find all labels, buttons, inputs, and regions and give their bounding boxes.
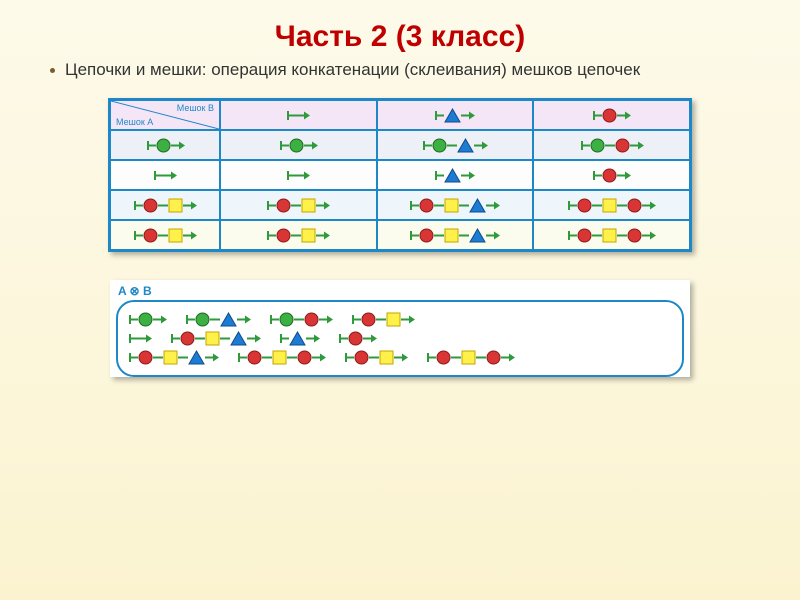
chain [128,350,219,365]
body-cell [220,130,377,160]
row-header [110,130,220,160]
body-cell [533,190,690,220]
row-header [110,190,220,220]
chain [269,312,333,327]
body-cell [533,160,690,190]
chain [434,168,475,183]
chain [128,331,152,346]
diag-top: Мешок B [177,103,214,113]
body-cell [220,160,377,190]
chain [409,198,500,213]
chain [426,350,515,365]
chain [344,350,408,365]
chain [286,108,310,123]
chain [567,198,656,213]
chain [128,312,167,327]
diag-bottom: Мешок A [116,117,153,127]
col-header [220,100,377,130]
chain [266,228,330,243]
chain [338,331,377,346]
chain [434,108,475,123]
result-row [128,350,672,365]
chain [580,138,644,153]
chain [279,331,320,346]
chain [237,350,326,365]
subtitle-row: Цепочки и мешки: операция конкатенации (… [0,60,800,80]
chain [266,198,330,213]
chain [153,168,177,183]
chain [170,331,261,346]
chain [351,312,415,327]
result-bag-wrap: A ⊗ B [110,280,690,377]
result-bag [116,300,684,377]
body-cell [533,220,690,250]
chain [185,312,251,327]
chain [133,198,197,213]
result-row [128,331,672,346]
chain [567,228,656,243]
body-cell [377,160,534,190]
body-cell [220,220,377,250]
result-row [128,312,672,327]
row-header [110,160,220,190]
body-cell [377,220,534,250]
body-cell [377,130,534,160]
subtitle-text: Цепочки и мешки: операция конкатенации (… [65,60,640,80]
chain [146,138,185,153]
col-header [377,100,534,130]
col-header [533,100,690,130]
body-cell [377,190,534,220]
chain [409,228,500,243]
row-header [110,220,220,250]
page-title: Часть 2 (3 класс) [0,0,800,60]
diag-header: Мешок B Мешок A [110,100,220,130]
chain [592,168,631,183]
chain [422,138,488,153]
body-cell [533,130,690,160]
chain [279,138,318,153]
bullet-icon [50,68,55,73]
concat-table: Мешок B Мешок A [108,98,692,252]
result-label: A ⊗ B [110,280,690,298]
chain [286,168,310,183]
chain [592,108,631,123]
chain [133,228,197,243]
body-cell [220,190,377,220]
